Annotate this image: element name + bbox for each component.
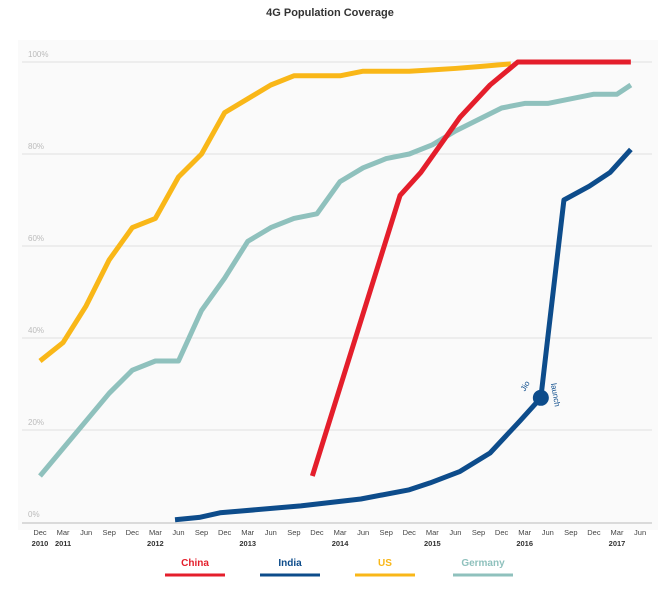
x-tick-label: Dec	[310, 528, 324, 537]
x-tick-label: Jun	[265, 528, 277, 537]
x-tick-label: Mar	[57, 528, 70, 537]
y-tick-label: 100%	[28, 50, 48, 59]
x-tick-label: Mar	[149, 528, 162, 537]
series-line-china	[309, 59, 631, 477]
x-tick-label: Dec	[218, 528, 232, 537]
x-tick-label: Mar	[334, 528, 347, 537]
legend-label-china: China	[181, 558, 209, 569]
x-tick-label: Dec	[403, 528, 417, 537]
legend-label-us: US	[378, 558, 392, 569]
x-tick-label: Mar	[518, 528, 531, 537]
legend-label-germany: Germany	[461, 558, 505, 569]
x-tick-year: 2015	[424, 539, 441, 548]
x-tick-year: 2017	[609, 539, 626, 548]
y-tick-label: 80%	[28, 142, 44, 151]
x-tick-label: Sep	[195, 528, 208, 537]
x-tick-year: 2011	[55, 539, 71, 548]
series-line-india	[174, 147, 633, 523]
x-tick-label: Sep	[380, 528, 393, 537]
y-tick-label: 20%	[28, 418, 44, 427]
x-tick-label: Jun	[172, 528, 184, 537]
x-tick-label: Dec	[126, 528, 140, 537]
x-tick-label: Dec	[495, 528, 509, 537]
y-tick-label: 60%	[28, 234, 44, 243]
x-tick-label: Mar	[611, 528, 624, 537]
annotation-launch: launch	[549, 383, 562, 408]
x-tick-label: Sep	[287, 528, 300, 537]
y-tick-label: 40%	[28, 326, 44, 335]
y-tick-label: 0%	[28, 510, 40, 519]
x-tick-label: Sep	[564, 528, 577, 537]
x-tick-label: Sep	[103, 528, 116, 537]
x-tick-year: 2014	[332, 539, 350, 548]
x-tick-year: 2012	[147, 539, 164, 548]
x-tick-label: Jun	[357, 528, 369, 537]
series-line-us	[38, 61, 512, 363]
x-tick-label: Jun	[449, 528, 461, 537]
legend-label-india: India	[278, 558, 302, 569]
x-tick-year: 2010	[32, 539, 49, 548]
plot-background	[18, 40, 658, 530]
chart-title: 4G Population Coverage	[266, 7, 394, 19]
x-tick-label: Dec	[33, 528, 47, 537]
x-tick-label: Dec	[587, 528, 601, 537]
x-tick-label: Jun	[634, 528, 646, 537]
series-line-germany	[38, 82, 633, 478]
x-tick-label: Jun	[80, 528, 92, 537]
x-tick-year: 2013	[239, 539, 256, 548]
x-tick-label: Sep	[472, 528, 485, 537]
x-tick-label: Jun	[542, 528, 554, 537]
x-tick-year: 2016	[516, 539, 533, 548]
x-tick-label: Mar	[426, 528, 439, 537]
jio-launch-marker	[532, 389, 549, 406]
x-tick-label: Mar	[241, 528, 254, 537]
